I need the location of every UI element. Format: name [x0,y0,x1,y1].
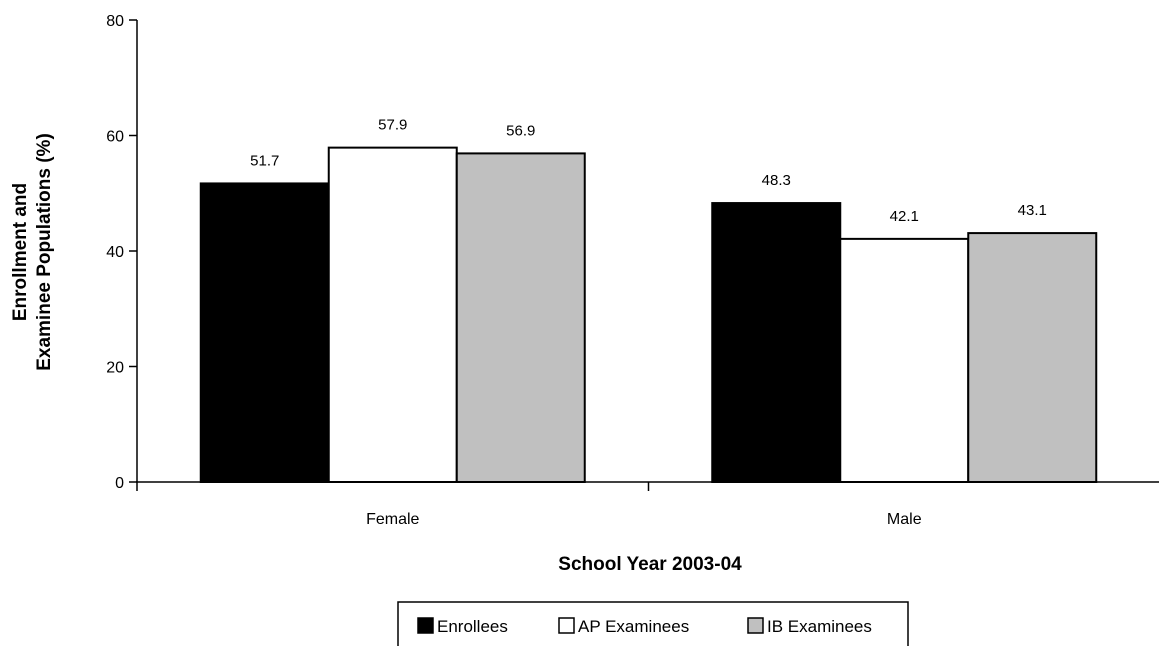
y-tick-label: 60 [106,129,124,146]
data-label: 43.1 [1018,202,1047,219]
y-axis-title-line-1: Enrollment and [10,183,31,321]
legend-label-enrollees: Enrollees [437,617,508,636]
x-tick-label: Female [366,511,419,528]
data-label: 57.9 [378,117,407,134]
legend-frame [397,601,909,646]
legend: Enrollees AP Examinees IB Examinees [397,601,909,646]
bar-ap-examinees-female [327,146,458,483]
y-tick-label: 0 [115,475,124,492]
data-label: 48.3 [762,172,791,189]
bar-ap-examinees-male [839,237,970,483]
data-label: 56.9 [506,122,535,139]
y-tick-label: 40 [106,244,124,261]
plot-area: 0 20 40 60 80 51.7 57.9 56.9 Female 48.3 42.1 43.1 M… [106,13,1159,528]
x-tick-label: Male [887,511,922,528]
y-tick-label: 20 [106,360,124,377]
x-axis-title: School Year 2003-04 [558,554,742,575]
data-label: 51.7 [250,152,279,169]
y-tick-label: 80 [106,13,124,30]
legend-label-ap-examinees: AP Examinees [578,617,689,636]
legend-label-ib-examinees: IB Examinees [767,617,872,636]
bar-ib-examinees-female [455,152,586,483]
legend-swatch-enrollees [417,617,434,634]
bar-ib-examinees-male [967,232,1098,483]
legend-swatch-ib-examinees [747,617,764,634]
legend-swatch-ap-examinees [558,617,575,634]
bar-enrollees-female [199,182,330,483]
bar-enrollees-male [711,202,842,483]
data-label: 42.1 [890,208,919,225]
y-axis-title-line-2: Examinee Populations (%) [34,133,55,371]
